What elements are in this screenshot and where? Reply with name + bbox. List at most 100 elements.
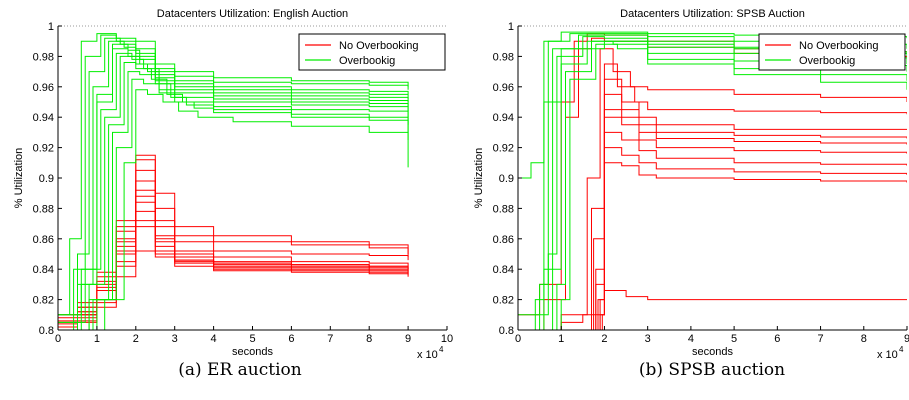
series-line — [58, 48, 409, 330]
series-line — [518, 131, 907, 330]
y-tick-label: 0.92 — [33, 143, 54, 155]
series-line — [518, 78, 907, 330]
series-line — [58, 37, 409, 323]
y-tick-label: 0.92 — [493, 143, 514, 155]
y-tick-label: 0.88 — [33, 203, 54, 215]
chart-er-auction: Datacenters Utilization: English Auction… — [13, 8, 453, 360]
series-no-overbooking — [518, 33, 907, 330]
y-tick-label: 0.9 — [39, 173, 54, 185]
series-line — [58, 43, 409, 316]
y-tick-label: 0.88 — [493, 203, 514, 215]
caption-er-auction: (a) ER auction — [178, 360, 302, 380]
series-line — [58, 159, 409, 319]
series-line — [58, 55, 409, 330]
y-axis-label: % Utilization — [473, 148, 485, 209]
x-tick-label: 6 — [774, 333, 780, 345]
series-line — [518, 147, 907, 330]
y-tick-label: 0.84 — [493, 264, 514, 276]
y-axis-label: % Utilization — [13, 148, 25, 209]
legend-entry: Overbookig — [799, 55, 855, 67]
series-line — [58, 189, 409, 330]
y-tick-label: 1 — [48, 21, 54, 33]
legend-entry: No Overbooking — [339, 40, 419, 52]
x-exponent-power: 4 — [439, 345, 444, 354]
series-line — [518, 162, 907, 330]
y-tick-label: 0.9 — [499, 173, 514, 185]
caption-spsb-auction: (b) SPSB auction — [638, 360, 786, 380]
series-line — [518, 116, 907, 330]
y-tick-label: 0.98 — [33, 51, 54, 63]
chart-title: Datacenters Utilization: English Auction — [157, 8, 348, 20]
y-tick-label: 0.94 — [33, 112, 54, 124]
x-tick-label: 0 — [55, 333, 61, 345]
series-line — [58, 33, 409, 316]
y-tick-label: 0.98 — [493, 51, 514, 63]
y-tick-label: 0.96 — [493, 82, 514, 94]
x-tick-label: 5 — [731, 333, 737, 345]
series-line — [518, 48, 907, 330]
y-tick-label: 0.82 — [493, 295, 514, 307]
series-line — [58, 71, 409, 330]
x-exponent-power: 4 — [899, 345, 904, 354]
series-line — [518, 33, 907, 330]
legend-entry: No Overbooking — [799, 40, 879, 52]
chart-panel-spsb: Datacenters Utilization: SPSB Auction 0 1 2… — [455, 0, 909, 360]
chart-spsb-auction: Datacenters Utilization: SPSB Auction 0 1 2… — [473, 8, 909, 360]
series-line — [58, 226, 409, 325]
series-line — [58, 220, 409, 330]
series-line — [518, 63, 907, 330]
series-line — [58, 89, 409, 330]
x-exponent-label: x 10 — [417, 349, 438, 360]
series-overbooking — [58, 33, 409, 330]
series-line — [518, 36, 907, 316]
x-tick-label: 2 — [133, 333, 139, 345]
series-line — [58, 34, 409, 330]
x-tick-label: 0 — [515, 333, 521, 345]
x-tick-label: 8 — [861, 333, 867, 345]
y-tick-label: 0.86 — [493, 234, 514, 246]
series-line — [58, 169, 409, 330]
x-tick-label: 1 — [558, 333, 564, 345]
x-axis-label: seconds — [232, 346, 273, 358]
x-tick-label: 3 — [645, 333, 651, 345]
y-tick-label: 0.82 — [33, 295, 54, 307]
x-tick-label: 5 — [249, 333, 255, 345]
series-no-overbooking — [58, 154, 409, 330]
y-tick-label: 0.84 — [33, 264, 54, 276]
x-tick-label: 1 — [94, 333, 100, 345]
x-tick-label: 7 — [817, 333, 823, 345]
series-line — [518, 40, 907, 330]
series-line — [518, 43, 907, 330]
series-line — [58, 154, 409, 322]
series-line — [518, 109, 907, 330]
y-tick-label: 1 — [508, 21, 514, 33]
legend-box — [758, 33, 906, 71]
x-tick-label: 8 — [366, 333, 372, 345]
x-axis-label: seconds — [692, 346, 733, 358]
x-tick-label: 7 — [327, 333, 333, 345]
x-tick-label: 9 — [405, 333, 411, 345]
x-tick-label: 6 — [288, 333, 294, 345]
series-line — [58, 40, 409, 330]
series-line — [58, 52, 409, 323]
series-line — [58, 180, 409, 316]
x-tick-label: 2 — [601, 333, 607, 345]
chart-title: Datacenters Utilization: SPSB Auction — [620, 8, 805, 20]
legend-box — [298, 33, 446, 71]
x-tick-label: 3 — [172, 333, 178, 345]
x-tick-label: 9 — [904, 333, 909, 345]
x-tick-label: 4 — [211, 333, 217, 345]
x-tick-label: 10 — [441, 333, 453, 345]
series-line — [518, 40, 907, 330]
series-line — [58, 78, 409, 330]
series-line — [518, 33, 907, 316]
x-tick-label: 4 — [688, 333, 694, 345]
legend-entry: Overbookig — [339, 55, 395, 67]
y-tick-label: 0.94 — [493, 112, 514, 124]
series-line — [58, 195, 409, 323]
series-line — [518, 290, 907, 330]
series-line — [58, 62, 409, 330]
y-tick-label: 0.8 — [499, 325, 514, 337]
y-tick-label: 0.86 — [33, 234, 54, 246]
chart-panel-er: Datacenters Utilization: English Auction… — [0, 0, 455, 360]
